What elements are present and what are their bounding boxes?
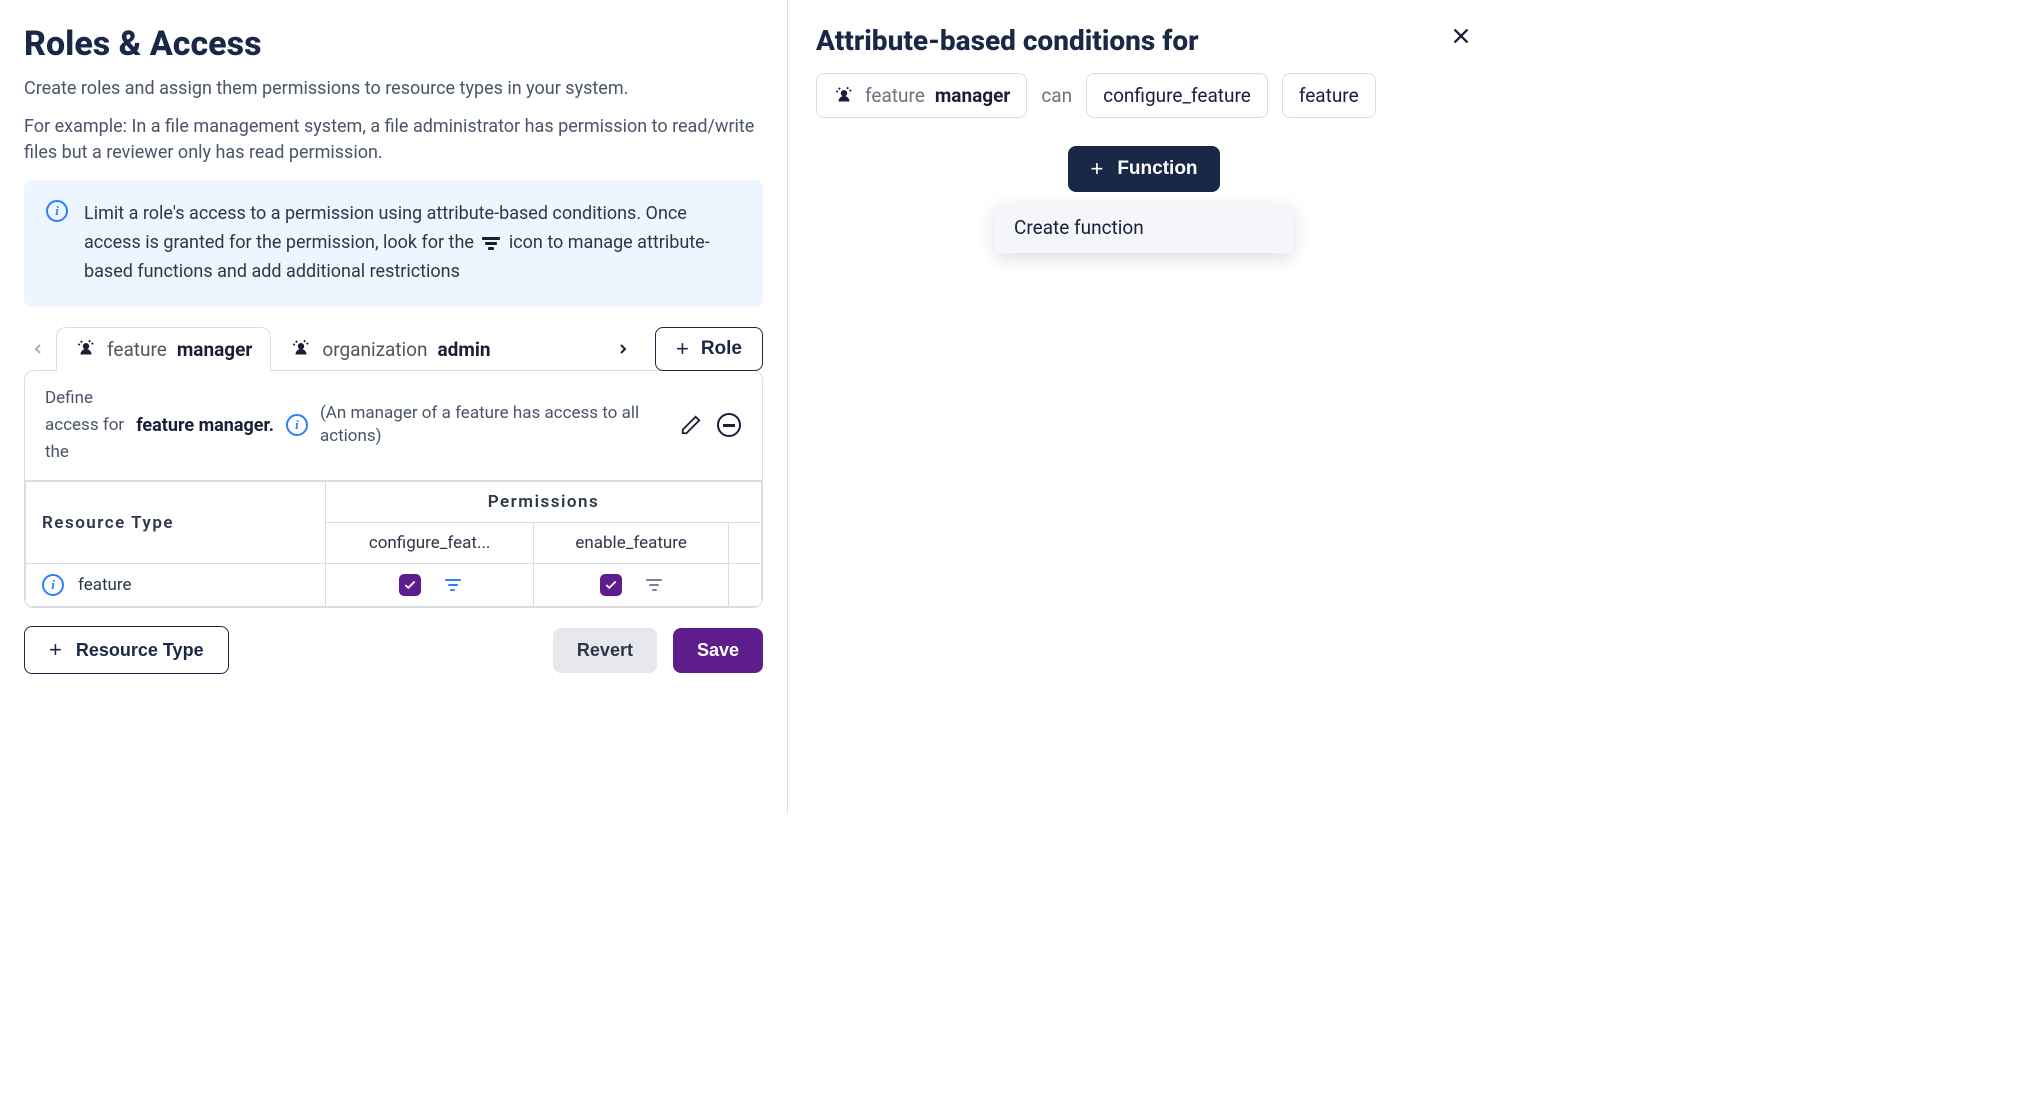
function-dropdown: Create function [994,202,1294,253]
chevron-right-icon[interactable] [609,329,637,369]
permissions-header: Permissions [326,482,762,523]
can-label: can [1041,84,1072,107]
role-definition-card: Define access for the feature manager. i… [24,370,763,609]
filter-icon [646,579,662,592]
info-icon[interactable]: i [286,414,308,436]
plus-icon: + [1090,158,1103,180]
plus-icon: + [676,338,689,360]
info-icon: i [46,200,68,222]
table-header-row: Resource Type Permissions [26,482,762,523]
define-lead-b: access for [45,412,124,439]
tab-name: manager [177,338,253,361]
chip-resource: feature [1299,84,1359,107]
define-header: Define access for the feature manager. i… [25,371,762,482]
page-title: Roles & Access [24,24,763,64]
resource-type-header: Resource Type [26,482,326,564]
remove-button[interactable] [716,412,742,438]
permission-chip: configure_feature [1086,73,1268,118]
chip-role-name: manager [935,84,1011,107]
conditions-title: Attribute-based conditions for [816,24,1199,57]
define-lead-c: the [45,439,124,466]
tabs-row: feature manager organization admin [24,327,763,371]
define-role-name: feature manager. [136,415,274,436]
tab-feature-manager[interactable]: feature manager [56,327,271,371]
info-text: Limit a role's access to a permission us… [84,200,741,286]
filter-button[interactable] [646,579,662,592]
define-description: (An manager of a feature has access to a… [320,402,666,450]
left-panel: Roles & Access Create roles and assign t… [0,0,788,813]
resource-cell: i feature [26,564,326,607]
tab-name: admin [438,338,491,361]
tabs-scroll: feature manager organization admin [56,327,605,371]
role-chip: feature manager [816,73,1027,118]
person-icon [75,338,97,360]
define-lead-a: Define [45,385,124,412]
minus-circle-icon [717,413,741,437]
edit-button[interactable] [678,412,704,438]
right-header: Attribute-based conditions for [816,24,1472,57]
create-function-item[interactable]: Create function [994,202,1294,253]
chip-permission: configure_feature [1103,84,1251,107]
person-icon [290,338,312,360]
chip-prefix: feature [865,84,925,107]
permission-checkbox[interactable] [399,574,421,596]
footer-actions: Revert Save [553,628,763,673]
tab-prefix: feature [107,338,167,361]
page-description-2: For example: In a file management system… [24,114,763,166]
permission-col-extra [729,523,762,564]
permission-col-configure: configure_feat... [326,523,534,564]
permission-cell-extra [729,564,762,607]
add-resource-type-button[interactable]: + Resource Type [24,626,229,674]
table-row: i feature [26,564,762,607]
role-btn-label: Role [701,338,742,360]
info-icon[interactable]: i [42,574,64,596]
define-lead: Define access for the [45,385,124,467]
info-banner: i Limit a role's access to a permission … [24,180,763,306]
close-button[interactable] [1450,24,1472,54]
chevron-left-icon[interactable] [24,329,52,369]
tab-prefix: organization [322,338,427,361]
filter-icon [445,579,461,592]
permissions-table: Resource Type Permissions configure_feat… [25,481,762,607]
function-area: + Function Create function [816,146,1472,253]
add-role-button[interactable]: + Role [655,327,763,371]
save-button[interactable]: Save [673,628,763,673]
person-icon [833,85,855,107]
right-panel: Attribute-based conditions for feature m… [788,0,1500,813]
plus-icon: + [49,639,62,661]
permission-cell [534,564,729,607]
resource-btn-label: Resource Type [76,640,204,661]
permission-cell [326,564,534,607]
page-description-1: Create roles and assign them permissions… [24,76,763,102]
revert-button[interactable]: Revert [553,628,657,673]
function-btn-label: Function [1117,158,1197,180]
add-function-button[interactable]: + Function [1068,146,1219,192]
resource-name: feature [78,575,132,595]
filter-button[interactable] [445,579,461,592]
permission-checkbox[interactable] [600,574,622,596]
resource-chip: feature [1282,73,1376,118]
footer-row: + Resource Type Revert Save [24,626,763,674]
condition-chips: feature manager can configure_feature fe… [816,73,1472,118]
permission-col-enable: enable_feature [534,523,729,564]
tab-organization-admin[interactable]: organization admin [271,327,509,371]
filter-icon [482,237,500,250]
